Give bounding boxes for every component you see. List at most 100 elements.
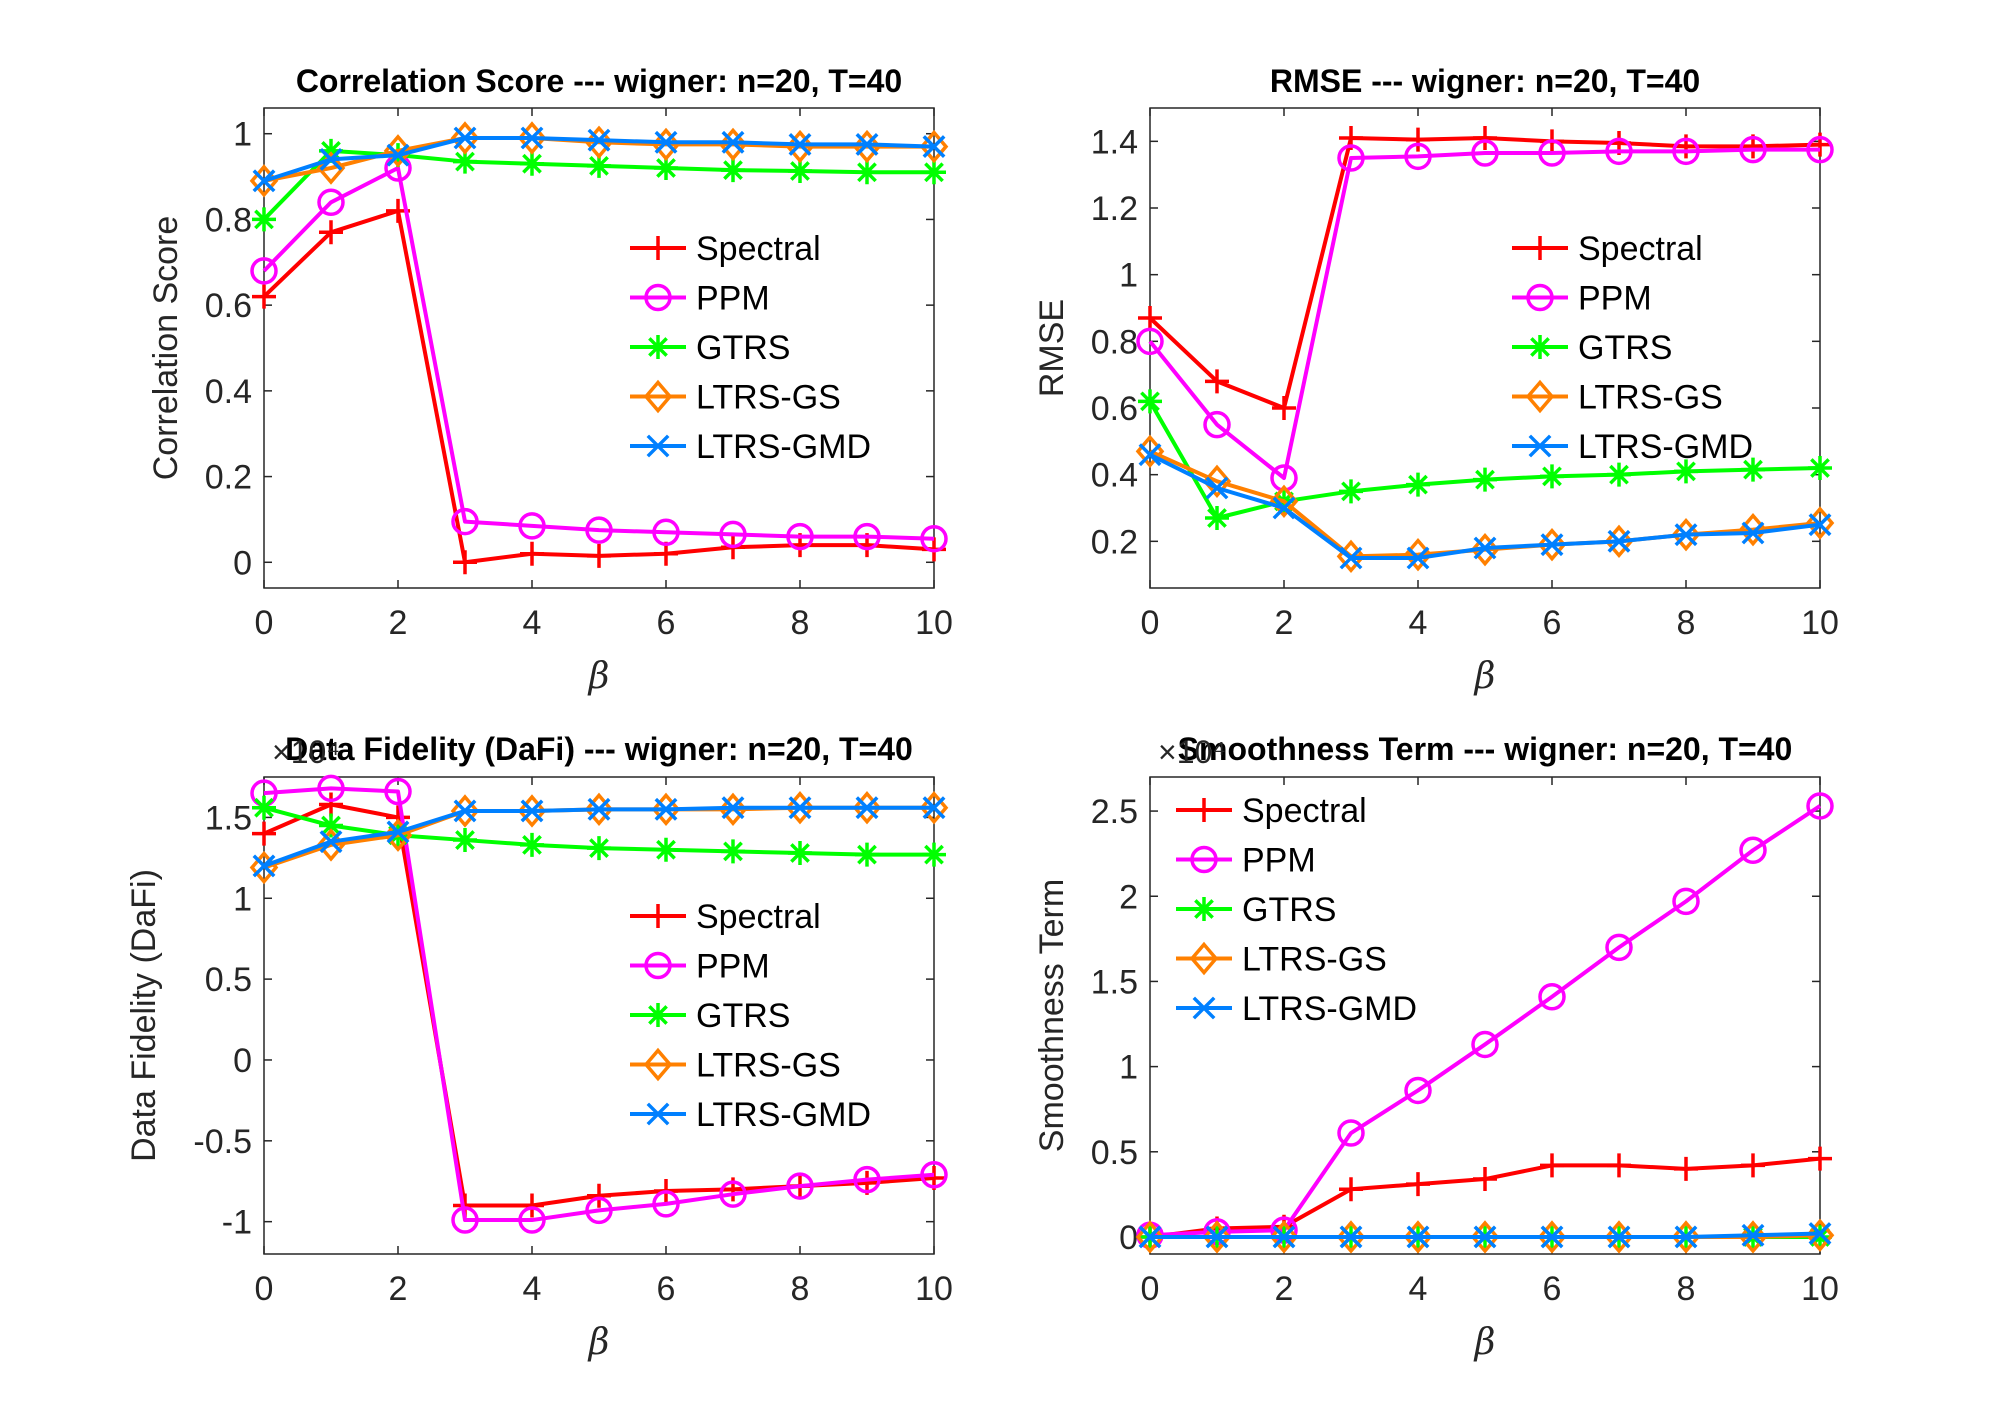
data-point-ltrs-gs xyxy=(1805,1218,1835,1252)
data-point-ltrs-gmd xyxy=(654,130,678,154)
y-axis-label: Smoothness Term xyxy=(1033,879,1071,1152)
legend-marker-ltrs-gs xyxy=(643,1047,673,1082)
data-point-ltrs-gmd xyxy=(587,797,611,821)
legend-marker-ltrs-gmd xyxy=(1528,434,1552,458)
data-point-ltrs-gmd xyxy=(1138,443,1162,467)
legend-label-ppm: PPM xyxy=(1242,842,1316,880)
data-point-spectral xyxy=(1808,1146,1832,1171)
data-point-gtrs xyxy=(721,158,745,183)
data-point-ppm xyxy=(1337,144,1365,172)
subplot-4: 0 2 4 6 8 10 0 0.5 1 1.5 2 2.5 Smoothness Term --- w… xyxy=(1033,731,1839,1363)
data-point-spectral xyxy=(252,821,276,846)
data-point-ppm xyxy=(1136,327,1164,356)
data-point-ltrs-gmd xyxy=(252,854,276,878)
data-point-ppm xyxy=(1739,135,1767,164)
y-tick-label: 0.5 xyxy=(1091,1134,1138,1172)
data-point-spectral xyxy=(1406,127,1430,152)
data-point-spectral xyxy=(1473,126,1497,150)
data-point-ltrs-gs xyxy=(1202,1220,1232,1254)
data-point-ltrs-gs xyxy=(1537,1220,1567,1254)
legend-label-spectral: Spectral xyxy=(696,898,821,936)
data-point-ppm xyxy=(1806,135,1834,164)
x-tick-label: 0 xyxy=(1141,604,1160,642)
data-point-ltrs-gs xyxy=(1403,1220,1433,1254)
x-tick-label: 8 xyxy=(791,604,810,642)
y-tick-label: 2.5 xyxy=(1091,793,1138,831)
data-point-ltrs-gmd xyxy=(1339,1225,1363,1249)
data-point-ppm xyxy=(652,518,680,547)
data-point-gtrs xyxy=(922,160,946,185)
data-point-ltrs-gmd xyxy=(1473,1225,1497,1249)
y-tick-label: -1 xyxy=(222,1204,252,1242)
legend-label-ltrs-gmd: LTRS-GMD xyxy=(1242,990,1417,1028)
y-tick-label: 0.5 xyxy=(205,961,252,999)
data-point-gtrs xyxy=(1741,457,1765,482)
plot-area xyxy=(1135,126,1835,574)
data-point-ltrs-gs xyxy=(1604,524,1634,559)
data-point-ppm xyxy=(451,507,479,536)
y-tick-label: 1.5 xyxy=(205,799,252,837)
data-point-spectral xyxy=(520,1193,544,1218)
data-point-ppm xyxy=(853,1165,881,1194)
data-point-ppm xyxy=(1203,410,1231,439)
data-point-ltrs-gmd xyxy=(319,147,343,171)
data-point-ppm xyxy=(451,1206,479,1234)
data-point-ppm xyxy=(1471,139,1499,167)
y-tick-label: 1 xyxy=(233,880,252,918)
data-point-ltrs-gs xyxy=(1738,1220,1768,1254)
data-point-gtrs xyxy=(654,156,678,180)
y-axis-label: Correlation Score xyxy=(147,216,185,481)
data-point-ltrs-gmd xyxy=(252,169,276,193)
legend-label-ltrs-gs: LTRS-GS xyxy=(1242,941,1387,979)
data-point-ltrs-gmd xyxy=(319,830,343,854)
data-point-ltrs-gs xyxy=(718,127,748,162)
data-point-spectral xyxy=(520,541,544,566)
series-line-ppm xyxy=(1149,804,1822,1238)
data-point-ppm xyxy=(518,1206,546,1234)
data-point-spectral xyxy=(587,543,611,568)
x-tick-label: 6 xyxy=(1543,1270,1562,1308)
data-point-gtrs xyxy=(1674,459,1698,484)
data-point-gtrs xyxy=(252,795,276,820)
x-tick-label: 6 xyxy=(1543,604,1562,642)
data-point-gtrs xyxy=(252,207,276,232)
legend-label-ltrs-gs: LTRS-GS xyxy=(1578,379,1723,417)
series-line-ppm xyxy=(1148,147,1820,480)
data-point-ppm xyxy=(1806,792,1834,820)
legend-label-ltrs-gmd: LTRS-GMD xyxy=(696,1096,871,1134)
series-line-ppm xyxy=(263,786,935,1223)
data-point-ltrs-gmd xyxy=(520,799,544,823)
data-point-ltrs-gs xyxy=(517,121,547,155)
data-point-ltrs-gs xyxy=(1470,1220,1500,1254)
data-point-ppm xyxy=(384,777,412,806)
legend-marker-gtrs xyxy=(1192,897,1216,921)
y-tick-label: 0.2 xyxy=(205,459,252,497)
data-point-gtrs xyxy=(1406,472,1430,497)
data-point-ltrs-gs xyxy=(1135,1220,1165,1254)
y-tick-label: -0.5 xyxy=(193,1123,252,1161)
data-point-gtrs xyxy=(1205,506,1229,530)
legend-c: Spectral PPM GTRS LTRS-GS LTRS-GMD xyxy=(630,898,871,1134)
data-point-ltrs-gs xyxy=(249,164,279,198)
data-point-ppm xyxy=(786,1172,814,1200)
data-point-gtrs xyxy=(855,160,879,185)
data-point-ltrs-gs xyxy=(1537,527,1567,562)
legend-marker-gtrs xyxy=(1528,335,1552,359)
data-point-ppm xyxy=(518,512,546,540)
y-tick-label: 1.5 xyxy=(1091,963,1138,1001)
plot-area xyxy=(1135,792,1835,1254)
data-point-gtrs xyxy=(1473,467,1497,492)
data-point-ppm xyxy=(1739,836,1767,865)
data-point-gtrs xyxy=(520,832,544,857)
y-tick-label: 0.4 xyxy=(1091,457,1138,495)
data-point-ltrs-gmd xyxy=(922,796,946,820)
x-tick-label: 6 xyxy=(657,1270,676,1308)
y-tick-label: 1 xyxy=(233,116,252,154)
legend-label-spectral: Spectral xyxy=(696,230,821,268)
legend-marker-gtrs xyxy=(646,1003,670,1027)
data-point-ppm xyxy=(250,257,278,285)
legend-marker-ppm xyxy=(1190,845,1218,874)
legend-marker-ltrs-gs xyxy=(1525,379,1555,414)
data-point-ppm xyxy=(652,1190,680,1218)
